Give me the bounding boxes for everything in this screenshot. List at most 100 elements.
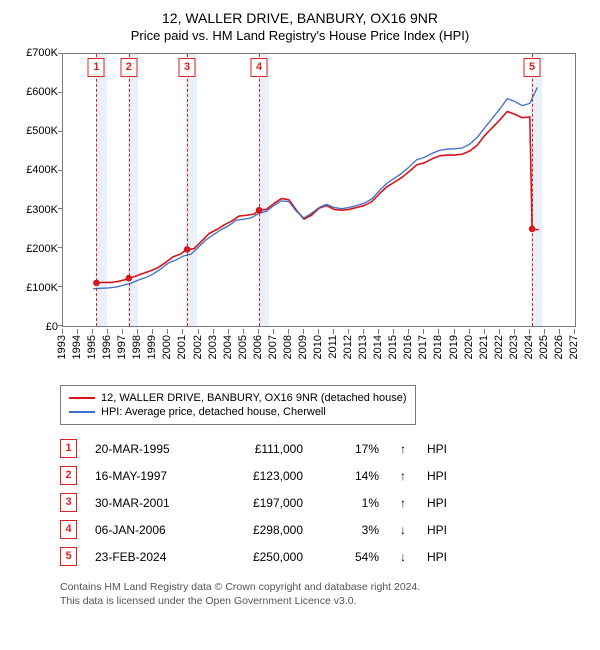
x-tick-label: 2009 <box>297 335 309 359</box>
transaction-hpi-label: HPI <box>427 442 457 456</box>
y-tick-label: £0 <box>46 321 58 333</box>
x-tick-label: 1994 <box>71 335 83 359</box>
x-tick-label: 2010 <box>312 335 324 359</box>
legend-swatch <box>69 411 95 413</box>
x-axis: 1993199419951996199719981999200020012002… <box>62 329 576 379</box>
x-tick-label: 1999 <box>146 335 158 359</box>
event-marker-tag: 2 <box>120 58 137 77</box>
transaction-pct: 14% <box>321 469 379 483</box>
transaction-arrow-icon: ↓ <box>397 523 409 537</box>
x-tick-label: 2017 <box>417 335 429 359</box>
x-tick-label: 2018 <box>432 335 444 359</box>
event-marker-tag: 3 <box>179 58 196 77</box>
x-tick-label: 1996 <box>101 335 113 359</box>
transaction-arrow-icon: ↑ <box>397 442 409 456</box>
y-tick-label: £600K <box>26 86 58 98</box>
transaction-price: £298,000 <box>223 523 303 537</box>
x-tick-label: 2001 <box>176 335 188 359</box>
page-title: 12, WALLER DRIVE, BANBURY, OX16 9NR <box>14 10 586 26</box>
transaction-arrow-icon: ↑ <box>397 469 409 483</box>
price-chart: £0£100K£200K£300K£400K£500K£600K£700K 12… <box>14 49 586 379</box>
x-tick-label: 2025 <box>538 335 550 359</box>
event-marker-line <box>129 54 130 326</box>
x-tick-label: 2002 <box>192 335 204 359</box>
x-tick-label: 2003 <box>207 335 219 359</box>
footnote-line: Contains HM Land Registry data © Crown c… <box>60 580 586 594</box>
transaction-arrow-icon: ↑ <box>397 496 409 510</box>
legend-item: 12, WALLER DRIVE, BANBURY, OX16 9NR (det… <box>69 391 407 405</box>
transaction-price: £250,000 <box>223 550 303 564</box>
x-tick-label: 2004 <box>222 335 234 359</box>
transaction-row: 216-MAY-1997£123,00014%↑HPI <box>60 462 586 489</box>
x-tick-label: 2022 <box>493 335 505 359</box>
y-tick-label: £400K <box>26 164 58 176</box>
y-tick-label: £700K <box>26 47 58 59</box>
legend: 12, WALLER DRIVE, BANBURY, OX16 9NR (det… <box>60 385 416 425</box>
transaction-hpi-label: HPI <box>427 469 457 483</box>
y-tick-label: £200K <box>26 243 58 255</box>
page-subtitle: Price paid vs. HM Land Registry's House … <box>14 28 586 43</box>
transaction-hpi-label: HPI <box>427 550 457 564</box>
transaction-marker: 5 <box>60 547 77 566</box>
x-tick-label: 2005 <box>237 335 249 359</box>
x-tick-label: 1997 <box>116 335 128 359</box>
transaction-price: £123,000 <box>223 469 303 483</box>
transaction-price: £111,000 <box>223 442 303 456</box>
x-tick-label: 2011 <box>327 335 339 359</box>
transaction-pct: 54% <box>321 550 379 564</box>
x-tick-label: 2007 <box>267 335 279 359</box>
transactions-table: 120-MAR-1995£111,00017%↑HPI216-MAY-1997£… <box>60 435 586 570</box>
event-marker-line <box>96 54 97 326</box>
x-tick-label: 2013 <box>357 335 369 359</box>
transaction-marker: 2 <box>60 466 77 485</box>
transaction-marker: 1 <box>60 439 77 458</box>
x-tick-label: 1995 <box>86 335 98 359</box>
x-tick-label: 1993 <box>56 335 68 359</box>
legend-swatch <box>69 397 95 399</box>
footnote: Contains HM Land Registry data © Crown c… <box>60 580 586 608</box>
event-marker-line <box>259 54 260 326</box>
x-tick-label: 2006 <box>252 335 264 359</box>
transaction-date: 23-FEB-2024 <box>95 550 205 564</box>
legend-label: 12, WALLER DRIVE, BANBURY, OX16 9NR (det… <box>101 392 407 404</box>
transaction-hpi-label: HPI <box>427 496 457 510</box>
x-tick-label: 2026 <box>553 335 565 359</box>
transaction-row: 5 23-FEB-2024 £250,000 54% ↓ HPI <box>60 543 586 570</box>
x-tick-label: 2008 <box>282 335 294 359</box>
transaction-price: £197,000 <box>223 496 303 510</box>
event-marker-tag: 5 <box>524 58 541 77</box>
x-tick-label: 2027 <box>568 335 580 359</box>
transaction-pct: 3% <box>321 523 379 537</box>
footnote-line: This data is licensed under the Open Gov… <box>60 594 586 608</box>
chart-svg <box>63 54 575 326</box>
transaction-marker: 4 <box>60 520 77 539</box>
transaction-date: 20-MAR-1995 <box>95 442 205 456</box>
x-tick-label: 2016 <box>402 335 414 359</box>
y-axis: £0£100K£200K£300K£400K£500K£600K£700K <box>14 53 60 327</box>
legend-label: HPI: Average price, detached house, Cher… <box>101 406 326 418</box>
x-tick-label: 2020 <box>463 335 475 359</box>
event-marker-line <box>532 54 533 326</box>
plot-area: 12345 <box>62 53 576 327</box>
x-tick-label: 2023 <box>508 335 520 359</box>
transaction-marker: 3 <box>60 493 77 512</box>
transaction-pct: 17% <box>321 442 379 456</box>
x-tick-label: 2000 <box>161 335 173 359</box>
y-tick-label: £500K <box>26 125 58 137</box>
x-tick-label: 2015 <box>387 335 399 359</box>
transaction-arrow-icon: ↓ <box>397 550 409 564</box>
transaction-date: 06-JAN-2006 <box>95 523 205 537</box>
transaction-row: 1 20-MAR-1995 £111,000 17% ↑ HPI <box>60 435 586 462</box>
transaction-row: 330-MAR-2001£197,0001%↑HPI <box>60 489 586 516</box>
x-tick-label: 2019 <box>448 335 460 359</box>
transaction-hpi-label: HPI <box>427 523 457 537</box>
x-tick-label: 1998 <box>131 335 143 359</box>
transaction-date: 30-MAR-2001 <box>95 496 205 510</box>
transaction-row: 4 06-JAN-2006 £298,000 3% ↓ HPI <box>60 516 586 543</box>
event-marker-line <box>187 54 188 326</box>
y-tick-label: £100K <box>26 282 58 294</box>
x-tick-label: 2014 <box>372 335 384 359</box>
x-tick-label: 2024 <box>523 335 535 359</box>
x-tick-label: 2021 <box>478 335 490 359</box>
x-tick-label: 2012 <box>342 335 354 359</box>
